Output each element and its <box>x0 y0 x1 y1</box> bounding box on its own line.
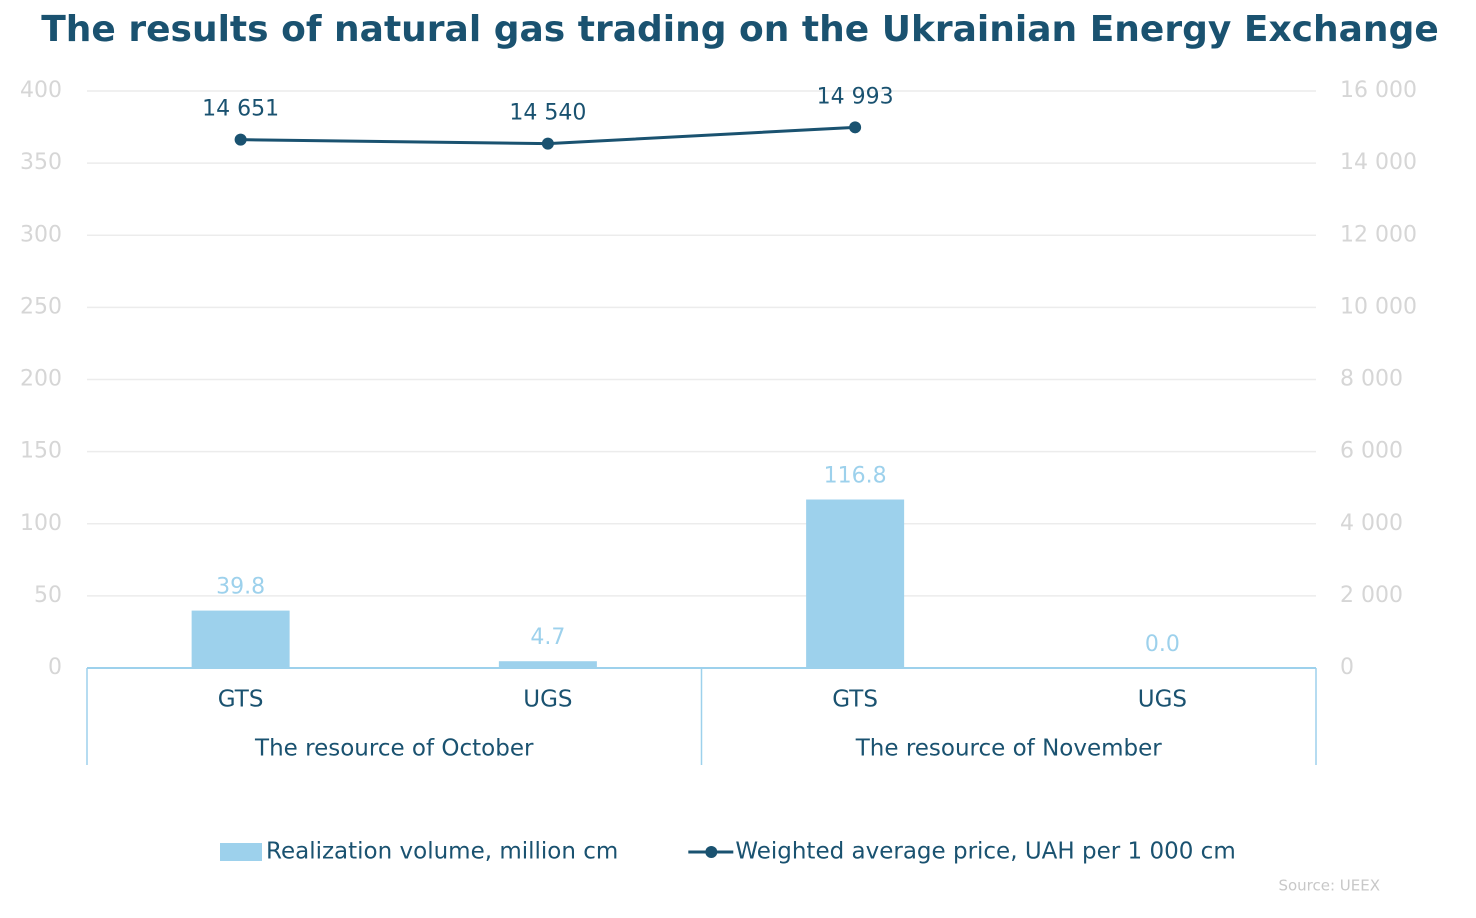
data-label: 14 651 <box>202 97 279 122</box>
y2-tick-label: 2 000 <box>1340 583 1403 608</box>
y2-tick-label: 6 000 <box>1340 439 1403 464</box>
line-marker <box>541 137 554 150</box>
y-tick-label: 400 <box>20 78 62 103</box>
legend-label: Weighted average price, UAH per 1 000 cm <box>735 839 1235 865</box>
y2-tick-label: 16 000 <box>1340 78 1417 103</box>
bar <box>806 499 905 668</box>
x-tick-label: GTS <box>832 687 878 713</box>
y2-tick-label: 4 000 <box>1340 511 1403 536</box>
legend-swatch <box>705 846 718 858</box>
source: Source: UEEX <box>1278 877 1380 895</box>
y2-tick-label: 12 000 <box>1340 222 1417 247</box>
y2-tick-label: 14 000 <box>1340 150 1417 175</box>
chart-title: The results of natural gas trading on th… <box>41 9 1439 50</box>
y-tick-label: 300 <box>20 222 62 247</box>
x-tick-label: GTS <box>218 687 264 713</box>
legend-label: Realization volume, million cm <box>266 839 618 865</box>
bar <box>498 661 597 668</box>
line-marker <box>234 133 247 146</box>
y2-tick-label: 10 000 <box>1340 294 1417 319</box>
x-tick-label: UGS <box>523 687 572 713</box>
bar <box>191 610 290 668</box>
group-label: The resource of October <box>254 736 534 762</box>
x-tick-label: UGS <box>1138 687 1187 713</box>
data-label: 14 540 <box>509 101 586 126</box>
y-tick-label: 250 <box>20 294 62 319</box>
data-label: 14 993 <box>817 84 894 109</box>
data-label: 4.7 <box>530 625 565 650</box>
y-tick-label: 200 <box>20 367 62 392</box>
y-tick-label: 50 <box>34 583 62 608</box>
y2-tick-label: 0 <box>1340 655 1354 680</box>
y-tick-label: 150 <box>20 439 62 464</box>
data-label: 116.8 <box>824 464 887 489</box>
data-label: 0.0 <box>1145 632 1180 657</box>
group-label: The resource of November <box>855 736 1163 762</box>
y2-tick-label: 8 000 <box>1340 367 1403 392</box>
line-marker <box>849 121 862 134</box>
y-tick-label: 100 <box>20 511 62 536</box>
legend-swatch <box>220 843 262 861</box>
data-label: 39.8 <box>216 575 265 600</box>
y-tick-label: 0 <box>48 655 62 680</box>
y-tick-label: 350 <box>20 150 62 175</box>
